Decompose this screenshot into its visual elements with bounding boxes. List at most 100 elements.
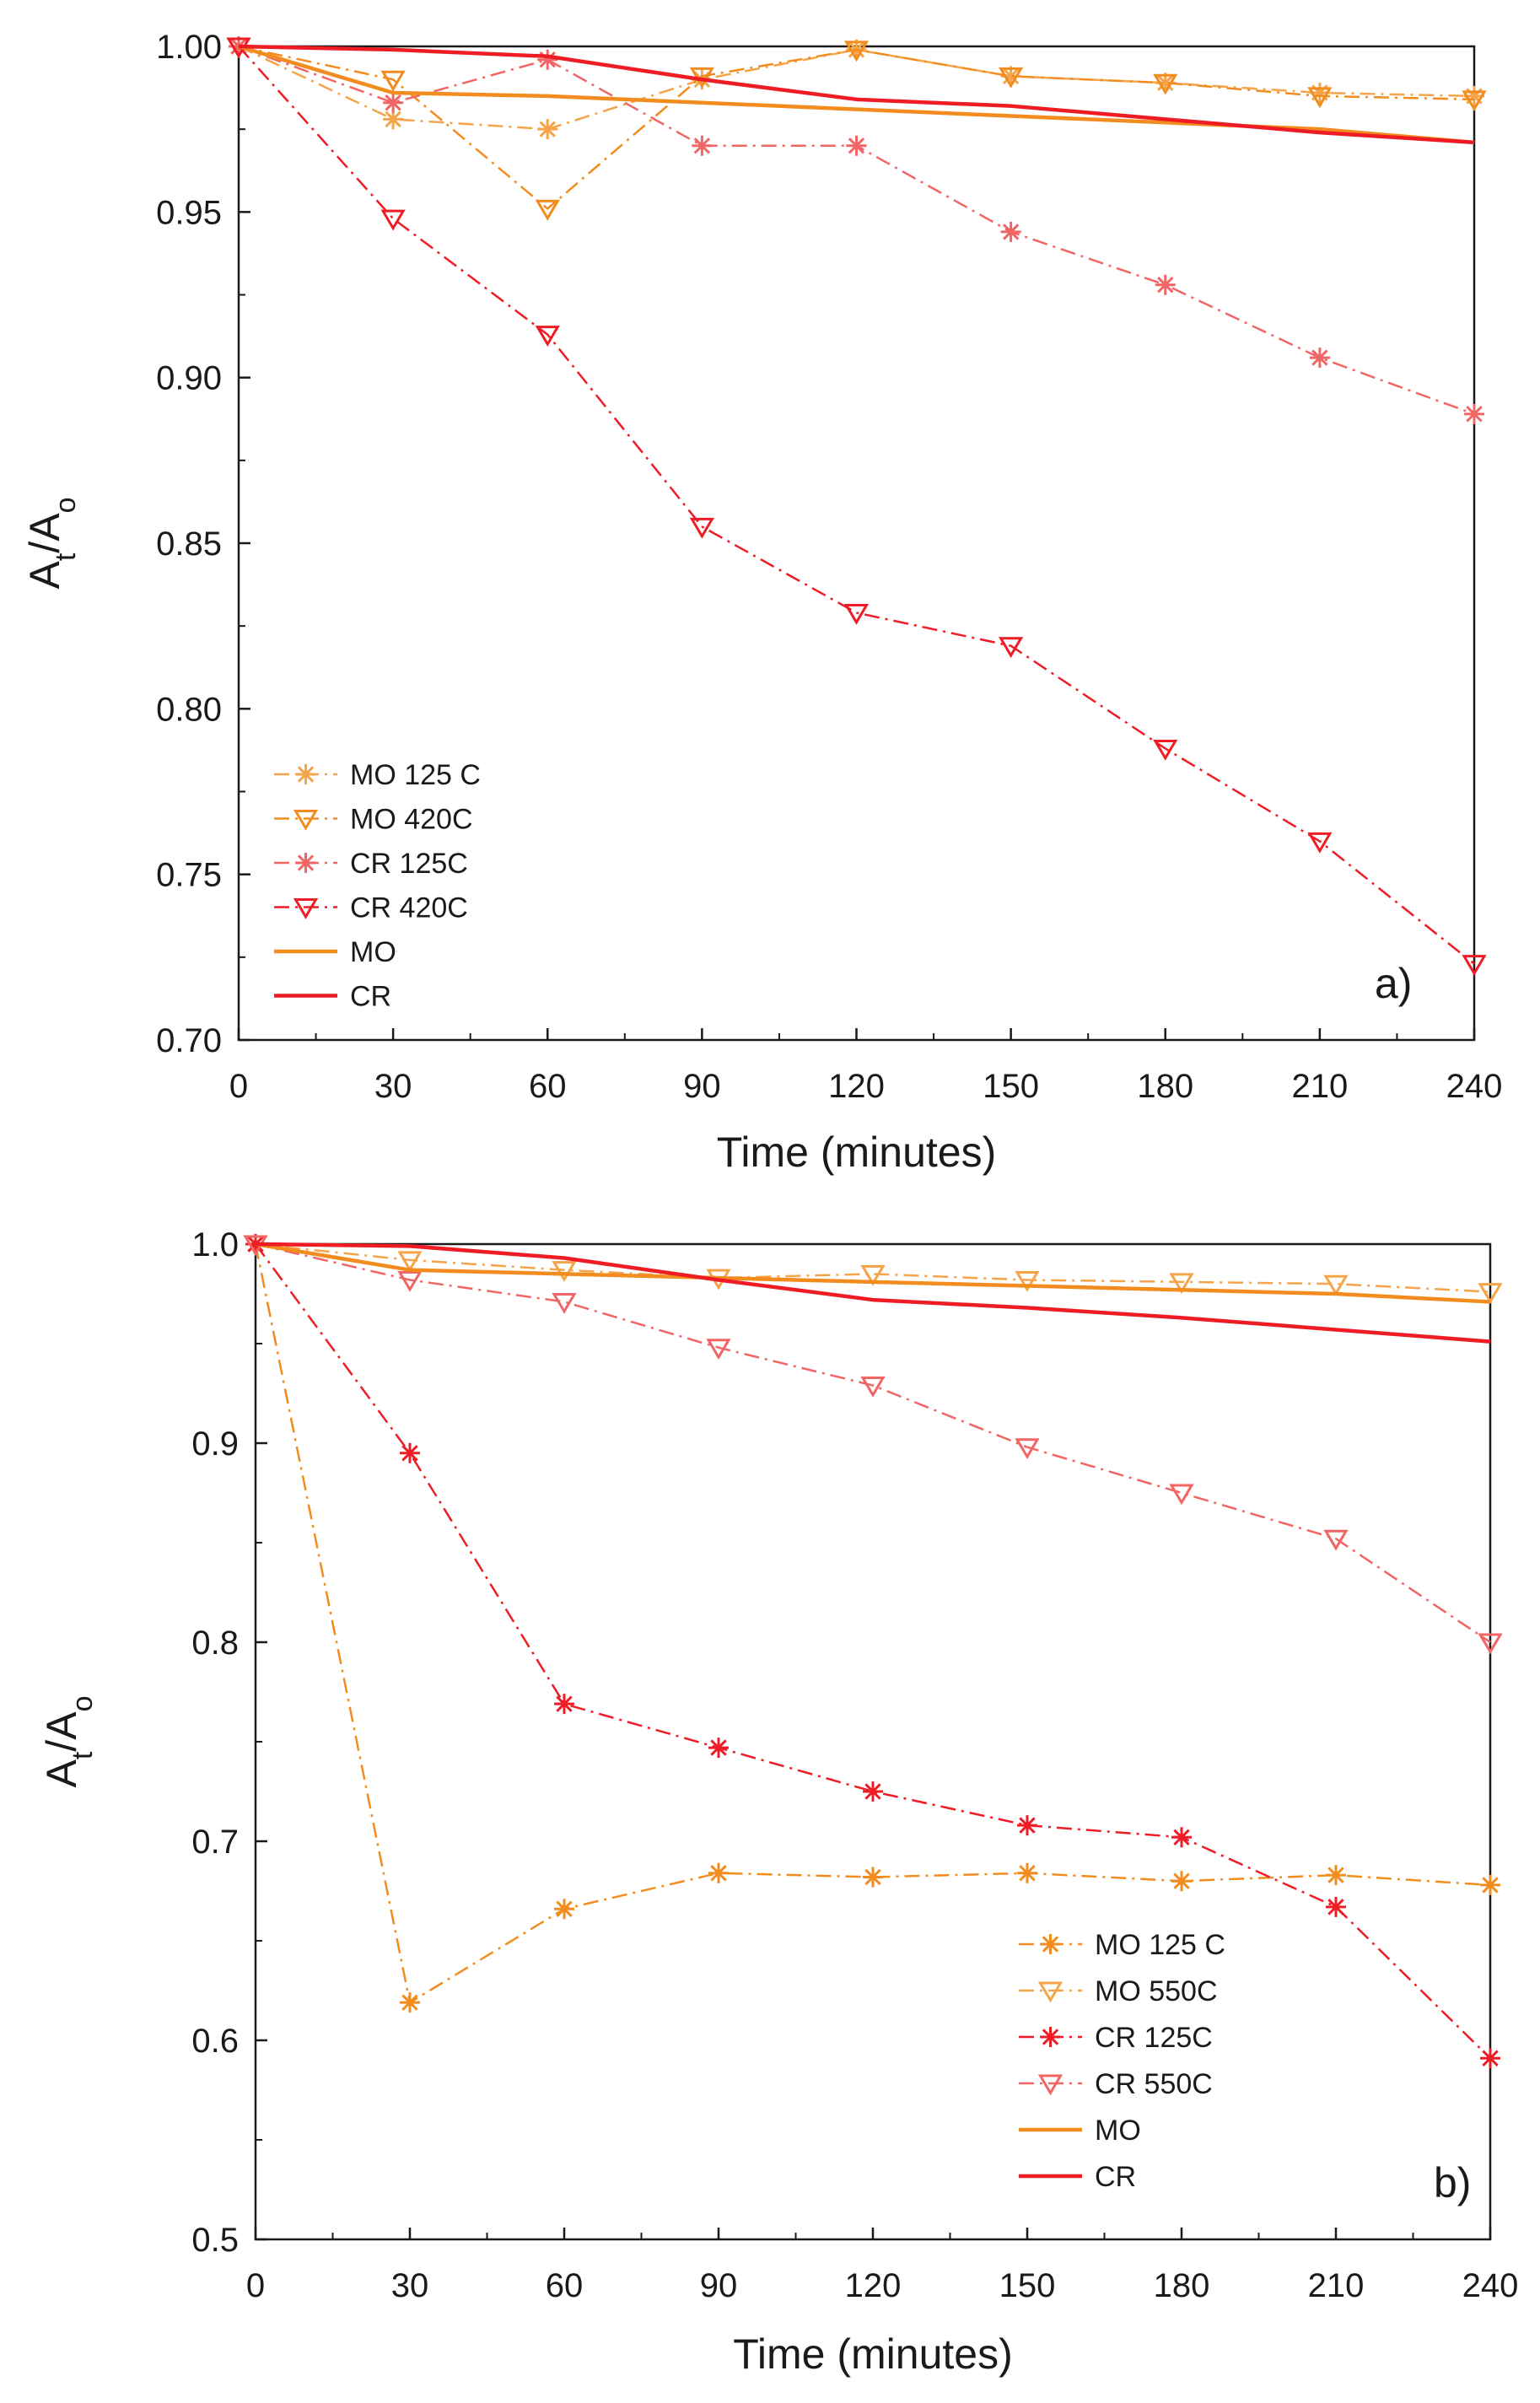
data-point-mo-420c	[380, 70, 406, 92]
data-point-cr-125c	[1480, 2048, 1500, 2069]
series-line-mo-550c	[255, 1242, 1491, 1293]
y-axis-title-part: A	[21, 513, 68, 541]
data-point-cr-125c	[1017, 1815, 1037, 1836]
y-tick-label: 0.6	[191, 2023, 239, 2060]
data-point-mo-420c	[1153, 73, 1178, 95]
y-tick-label: 0.70	[156, 1022, 222, 1059]
marker-stroke	[554, 1899, 574, 1920]
data-point-cr-420c	[689, 517, 714, 539]
y-tick-label: 0.7	[191, 1824, 239, 1861]
legend-marker	[1037, 1981, 1063, 2003]
marker-stroke	[1309, 348, 1330, 369]
marker-stroke	[1040, 1934, 1061, 1954]
data-point-mo-125-c	[1480, 1874, 1500, 1895]
y-tick-label: 1.0	[191, 1226, 239, 1263]
x-tick-label: 210	[1292, 1068, 1349, 1105]
marker-stroke	[537, 119, 558, 140]
x-tick-label: 180	[1137, 1068, 1193, 1105]
y-tick-label: 0.75	[156, 857, 222, 894]
data-point-cr-420c	[1462, 955, 1487, 977]
marker-stroke	[554, 1694, 574, 1715]
data-point-cr-125c	[554, 1694, 574, 1715]
x-tick-label: 0	[229, 1068, 248, 1105]
marker-stroke	[383, 92, 404, 113]
y-axis-title-part: /	[21, 541, 68, 553]
x-tick-label: 210	[1308, 2267, 1365, 2304]
series-line-mo	[255, 1242, 1491, 1304]
marker-stroke	[1464, 85, 1484, 106]
legend-label: MO 125 C	[350, 759, 481, 791]
x-tick-label: 120	[845, 2267, 902, 2304]
legend-label: CR	[350, 981, 391, 1013]
y-axis-title-part: o	[67, 1696, 99, 1712]
data-point-mo-125-c	[1155, 73, 1176, 94]
data-point-mo-125-c	[1017, 1862, 1037, 1883]
legend-label: CR	[1095, 2161, 1136, 2193]
x-axis-title: Time (minutes)	[717, 1129, 997, 1176]
y-axis-title-part: A	[38, 1759, 85, 1788]
x-tick-label: 30	[374, 1068, 412, 1105]
data-point-cr-420c	[1307, 832, 1333, 854]
y-tick-label: 0.90	[156, 360, 222, 397]
data-point-mo-420c	[843, 40, 870, 62]
data-point-mo-550c	[860, 1264, 886, 1286]
legend-label: MO 420C	[350, 804, 473, 836]
data-point-cr-125c	[1464, 403, 1484, 424]
marker-stroke	[1480, 1874, 1500, 1895]
legend-marker	[295, 853, 316, 873]
legend-marker	[293, 898, 319, 919]
y-axis-title-part: A	[38, 1711, 85, 1740]
data-point-cr-420c	[1153, 739, 1178, 761]
y-axis-title-part: /	[38, 1740, 85, 1752]
legend-marker	[1040, 2027, 1061, 2047]
series-line-cr	[238, 44, 1475, 145]
marker-stroke	[295, 853, 316, 873]
data-point-cr-420c	[843, 603, 870, 625]
legend-label: CR 125C	[350, 848, 468, 880]
x-tick-label: 60	[546, 2267, 584, 2304]
data-point-mo-550c	[1015, 1270, 1040, 1292]
y-axis-title: At/Ao	[21, 498, 82, 590]
data-point-cr-550c	[706, 1339, 731, 1360]
data-point-mo-125-c	[1171, 1871, 1192, 1892]
y-tick-label: 0.8	[191, 1624, 239, 1662]
data-point-mo-125-c	[554, 1899, 574, 1920]
marker-stroke	[295, 764, 316, 784]
data-point-mo-125-c	[383, 109, 404, 130]
legend-label: MO	[1095, 2115, 1141, 2147]
chart-panel-a: 0 30 60 90 120 150 180 210 240 0.70 0.75 0.80 0.85 0.…	[21, 29, 1502, 1176]
data-point-cr-125c	[1326, 1896, 1346, 1917]
data-point-mo-550c	[397, 1251, 423, 1273]
x-tick-label: 90	[700, 2267, 738, 2304]
data-point-cr-125c	[863, 1781, 883, 1802]
marker-stroke	[1017, 1862, 1037, 1883]
data-point-cr-420c	[380, 209, 406, 231]
x-axis-title: Time (minutes)	[733, 2330, 1013, 2378]
chart-panel-b: 0 30 60 90 120 150 180 210 240 0.5 0.6 0.7 0.8 0.9 1.0…	[38, 1226, 1518, 2378]
series-line-cr-550c	[255, 1242, 1491, 1644]
data-point-mo-420c	[999, 67, 1024, 89]
x-tick-label: 240	[1462, 2267, 1519, 2304]
x-tick-label: 180	[1154, 2267, 1210, 2304]
data-point-cr-550c	[1478, 1633, 1503, 1655]
marker-stroke	[1464, 403, 1484, 424]
marker-stroke	[1309, 82, 1330, 103]
y-tick-label: 0.9	[191, 1425, 239, 1463]
data-point-cr-125c	[1171, 1827, 1192, 1848]
data-point-cr-125c	[400, 1442, 420, 1463]
marker-stroke	[708, 1738, 729, 1759]
marker-stroke	[1326, 1865, 1346, 1886]
marker-stroke	[400, 1442, 420, 1463]
marker-stroke	[1017, 1815, 1037, 1836]
data-point-cr-550c	[552, 1292, 577, 1314]
marker-stroke	[400, 1992, 420, 2013]
y-axis-title-part: t	[50, 552, 82, 561]
legend-label: MO	[350, 936, 396, 968]
marker-stroke	[863, 1867, 883, 1888]
x-tick-label: 90	[683, 1068, 721, 1105]
marker-stroke	[1155, 73, 1176, 94]
data-point-cr-125c	[708, 1738, 729, 1759]
marker-stroke	[708, 1862, 729, 1883]
legend-label: MO 125 C	[1095, 1929, 1225, 1961]
